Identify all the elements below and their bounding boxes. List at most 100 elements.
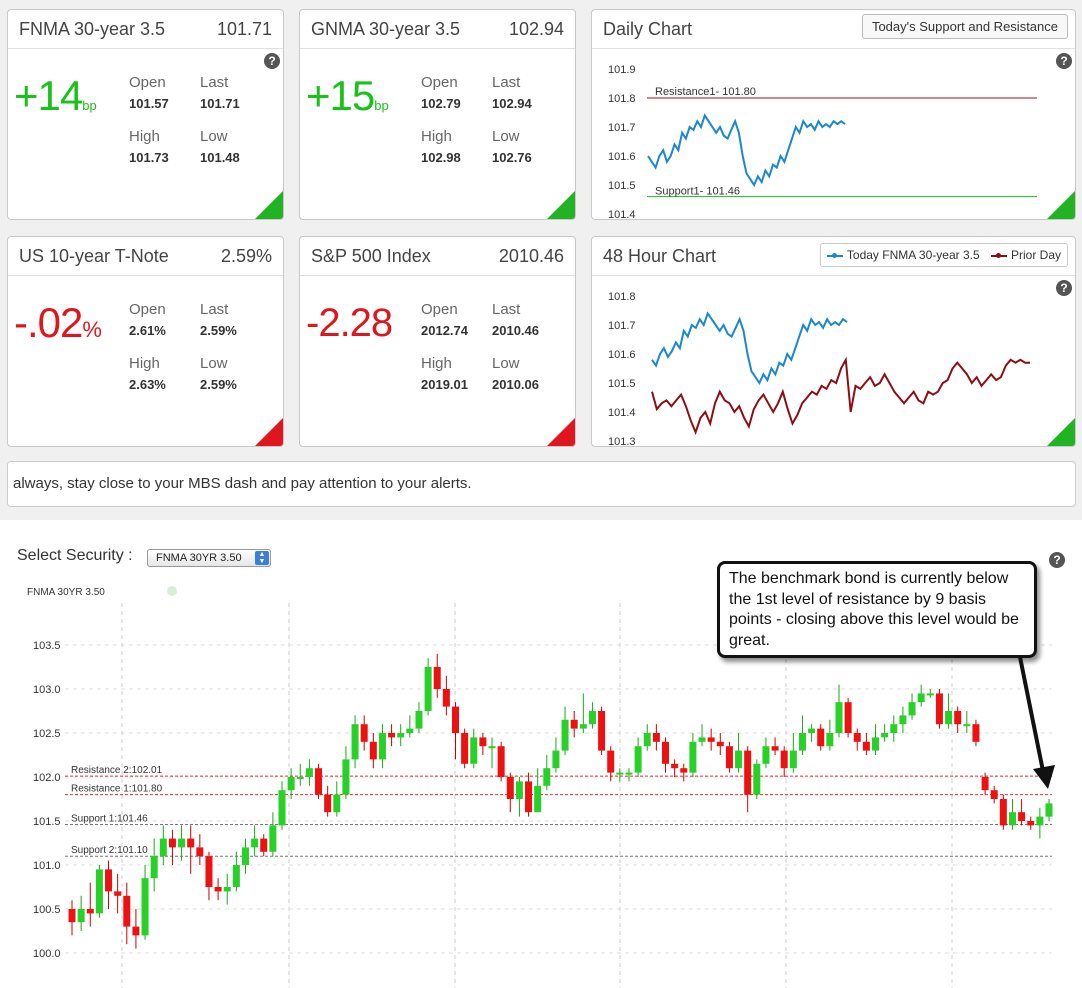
candle-body [634, 746, 642, 773]
daily-chart-card[interactable]: Daily Chart Today's Support and Resistan… [591, 9, 1076, 220]
candle-body [625, 772, 633, 775]
candle-body [1045, 803, 1053, 817]
last-value: 101.71 [200, 96, 240, 111]
candle-body [397, 733, 405, 738]
candle-body [616, 772, 624, 775]
support-resistance-button[interactable]: Today's Support and Resistance [861, 14, 1068, 39]
low-value: 2.59% [200, 377, 237, 392]
candle-body [899, 715, 907, 725]
high-value: 2.63% [129, 377, 166, 392]
candle-body [232, 865, 240, 887]
candle-body [187, 838, 195, 848]
y-tick-label: 101.6 [608, 151, 636, 163]
change-value: +14bp [14, 72, 97, 130]
daily-chart-plot: 101.9 101.8 101.7 101.6 101.5 101.4 Resistance… [608, 64, 1037, 219]
candle-body [388, 733, 396, 738]
candle-body [305, 768, 313, 777]
last-label: Last [200, 74, 229, 91]
hour48-chart-card[interactable]: 48 Hour Chart Today FNMA 30-year 3.5 Pri… [591, 236, 1076, 447]
change-number: +15 [306, 72, 375, 119]
y-tick-label: 101.5 [608, 378, 636, 390]
candle-body [890, 724, 898, 733]
candle-body [872, 737, 880, 751]
candle-body [315, 768, 323, 795]
daily-series-line [647, 113, 846, 188]
quote-card-tnote[interactable]: US 10-year T-Note 2.59% -.02% Open 2.61%… [7, 236, 284, 447]
candlestick-chart: FNMA 30YR 3.50 103.5 103.0 102.5 102.0 101.5 1… [27, 586, 1053, 988]
change-unit: % [82, 317, 102, 342]
trend-up-corner [1047, 418, 1075, 446]
candle-body [132, 926, 140, 936]
y-tick-label: 103.0 [33, 684, 61, 696]
candle-body [945, 711, 953, 725]
candle-body [954, 711, 962, 725]
card-title: FNMA 30-year 3.5 [19, 19, 166, 39]
candle-body [451, 706, 459, 733]
candle-body [735, 750, 743, 769]
candle-body [570, 719, 578, 729]
chart-legend[interactable]: Today FNMA 30-year 3.5 Prior Day [819, 243, 1068, 267]
trend-up-corner [1047, 191, 1075, 219]
candle-body [826, 733, 834, 747]
annotation-arrow-icon [1018, 656, 1055, 789]
quote-card-sp500[interactable]: S&P 500 Index 2010.46 -2.28 Open 2012.74… [299, 236, 576, 447]
quote-card-fnma[interactable]: FNMA 30-year 3.5 101.71 ? +14bp Open 101… [7, 9, 284, 220]
open-value: 102.79 [421, 96, 461, 111]
last-value: 2010.46 [492, 323, 539, 338]
candle-body [470, 737, 478, 764]
low-value: 102.76 [492, 150, 532, 165]
low-value: 101.48 [200, 150, 240, 165]
quote-card-gnma[interactable]: GNMA 30-year 3.5 102.94 +15bp Open 102.7… [299, 9, 576, 220]
low-label: Low [200, 355, 228, 372]
prior-day-line [651, 356, 1030, 436]
candle-body [214, 887, 222, 892]
candle-body [479, 737, 487, 747]
candle-body [598, 711, 606, 751]
candle-body [999, 799, 1007, 826]
y-tick-label: 101.5 [608, 180, 636, 192]
y-tick-label: 101.6 [608, 349, 636, 361]
help-icon[interactable]: ? [1049, 552, 1065, 568]
help-icon[interactable]: ? [1056, 53, 1072, 69]
open-value: 101.57 [129, 96, 169, 111]
y-tick-label: 101.8 [608, 93, 636, 105]
low-label: Low [492, 355, 520, 372]
y-tick-label: 102.5 [33, 728, 61, 740]
candle-body [798, 733, 806, 751]
high-value: 102.98 [421, 150, 461, 165]
help-icon[interactable]: ? [1056, 280, 1072, 296]
security-select[interactable]: FNMA 30YR 3.50 ▲ ▼ [147, 549, 271, 567]
alert-message-bar: always, stay close to your MBS dash and … [7, 461, 1076, 507]
candle-body [716, 741, 724, 747]
candle-body [753, 763, 761, 795]
candle-body [525, 781, 533, 813]
candle-body [168, 838, 176, 848]
open-label: Open [421, 74, 458, 91]
card-header: Daily Chart [592, 10, 1075, 49]
candle-body [150, 856, 158, 879]
trend-up-corner [255, 191, 283, 219]
card-title: US 10-year T-Note [19, 246, 169, 266]
resistance-label: Resistance1- 101.80 [655, 86, 756, 98]
candle-body [652, 733, 660, 742]
candle-body [707, 737, 715, 742]
trend-down-corner [255, 418, 283, 446]
help-icon[interactable]: ? [264, 53, 280, 69]
candle-body [461, 733, 469, 764]
candle-body [926, 693, 934, 696]
candle-body [680, 768, 688, 773]
candle-body [689, 741, 697, 773]
candle-body [552, 750, 560, 769]
y-tick-label: 101.9 [608, 64, 636, 76]
candle-body [853, 733, 861, 742]
candle-body [205, 856, 213, 887]
open-value: 2012.74 [421, 323, 468, 338]
open-label: Open [129, 74, 166, 91]
y-tick-label: 101.5 [33, 816, 61, 828]
candle-body [643, 733, 651, 747]
change-unit: bp [82, 98, 97, 113]
change-value: -.02% [14, 299, 102, 354]
last-label: Last [200, 301, 229, 318]
select-security-label: Select Security : [17, 547, 133, 564]
last-value: 2.59% [200, 323, 237, 338]
